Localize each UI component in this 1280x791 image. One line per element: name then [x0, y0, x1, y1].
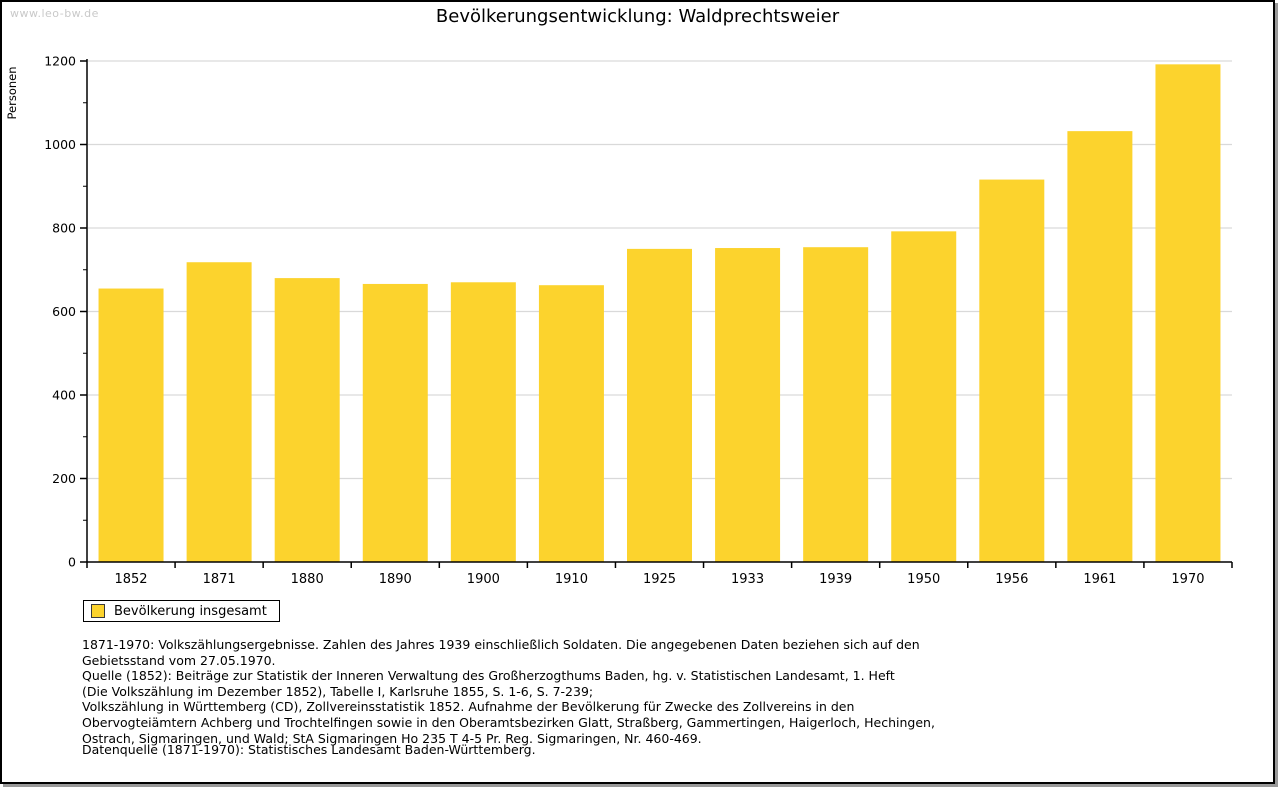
footnote-line: Ostrach, Sigmaringen, und Wald; StA Sigm… — [82, 730, 702, 746]
legend: Bevölkerung insgesamt — [83, 600, 280, 622]
x-label-1925: 1925 — [643, 572, 676, 587]
bar-1890 — [362, 283, 428, 562]
footnote-line: Obervogteiämtern Achberg und Trochtelfin… — [82, 714, 935, 730]
datasource-line: Datenquelle (1871-1970): Statistisches L… — [82, 742, 536, 757]
x-label-1970: 1970 — [1171, 572, 1204, 587]
bar-1900 — [450, 282, 516, 562]
y-tick-label-0: 0 — [68, 555, 76, 570]
watermark: www.leo-bw.de — [10, 7, 99, 20]
x-label-1956: 1956 — [995, 572, 1028, 587]
footnotes: 1871-1970: Volkszählungsergebnisse. Zahl… — [82, 637, 935, 746]
footnote-line: 1871-1970: Volkszählungsergebnisse. Zahl… — [82, 637, 920, 652]
bar-1961 — [1067, 131, 1133, 562]
bar-1871 — [186, 262, 252, 562]
x-label-1900: 1900 — [467, 572, 500, 587]
legend-swatch — [91, 604, 105, 618]
bar-1880 — [274, 278, 340, 562]
footnote-line: Gebietsstand vom 27.05.1970. — [82, 652, 276, 668]
footnote-line: (Die Volkszählung im Dezember 1852), Tab… — [82, 683, 594, 699]
bar-1950 — [891, 231, 957, 562]
y-axis-title: Personen — [5, 66, 19, 119]
bar-1933 — [715, 248, 781, 563]
x-label-1939: 1939 — [819, 572, 852, 587]
x-label-1880: 1880 — [291, 572, 324, 587]
legend-label: Bevölkerung insgesamt — [114, 603, 267, 619]
y-tick-label-1000: 1000 — [44, 137, 76, 152]
bar-1852 — [98, 288, 164, 562]
bar-1970 — [1155, 64, 1221, 562]
chart-svg: 0 200 400 600 800 1000 1200 1852 1871 1880 1890 190… — [5, 54, 1233, 587]
bar-1925 — [627, 248, 692, 562]
y-tick-label-600: 600 — [52, 304, 76, 319]
x-label-1950: 1950 — [907, 572, 940, 587]
y-tick-label-1200: 1200 — [44, 54, 76, 69]
x-label-1961: 1961 — [1083, 572, 1116, 587]
y-tick-label-200: 200 — [52, 471, 76, 486]
x-label-1852: 1852 — [114, 572, 147, 587]
y-tick-label-400: 400 — [52, 388, 76, 403]
bar-1939 — [803, 247, 869, 562]
x-label-1933: 1933 — [731, 572, 764, 587]
x-label-1890: 1890 — [379, 572, 412, 587]
bar-1910 — [538, 285, 604, 562]
page-title: Bevölkerungsentwicklung: Waldprechtsweie… — [435, 6, 840, 27]
footnote-line: Volkszählung in Württemberg (CD), Zollve… — [82, 699, 855, 715]
x-label-1871: 1871 — [203, 572, 236, 587]
y-tick-label-800: 800 — [52, 221, 76, 236]
footnote-line: Quelle (1852): Beiträge zur Statistik de… — [82, 668, 895, 684]
x-label-1910: 1910 — [555, 572, 588, 587]
bar-1956 — [979, 179, 1045, 562]
